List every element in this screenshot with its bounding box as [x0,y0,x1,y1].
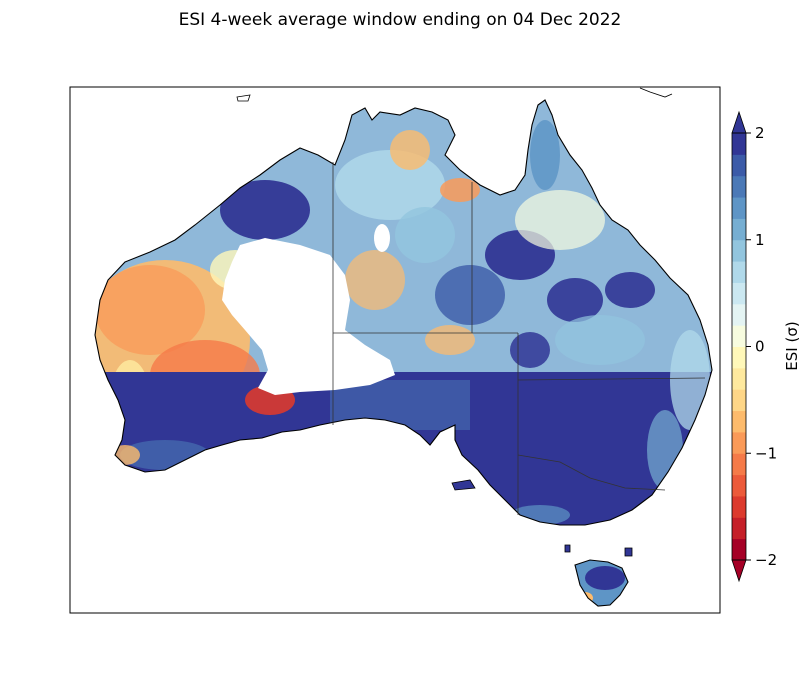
colorbar-segment [732,495,746,518]
colorbar-segment [732,431,746,454]
kangaroo-island [451,479,476,491]
colorbar-segment [732,346,746,369]
colorbar-segment [732,453,746,476]
colorbar-segment [732,325,746,347]
colorbar-tick-label: −1 [755,444,777,462]
state-borders [332,162,706,515]
colorbar-segment [732,538,746,561]
colorbar-extend-max [731,110,747,134]
colorbar-segment [732,175,746,198]
colorbar-segment [732,154,746,177]
new-guinea-coast [236,94,251,102]
colorbar-segment [732,517,746,540]
colorbar-extend-min [731,559,747,583]
colorbar-tick-label: −2 [755,551,777,569]
figure-title: ESI 4-week average window ending on 04 D… [178,10,622,30]
colorbar-segment [732,261,746,283]
colorbar-segment [732,410,746,433]
colorbar-segment [732,282,746,305]
colorbar-segment [732,474,746,497]
colorbar-tick-label: 2 [755,124,765,142]
colorbar-segment [732,239,746,262]
colorbar-segment [732,389,746,412]
colorbar-segment [732,218,746,241]
colorbar-segment [732,197,746,219]
colorbar-tick-label: 0 [755,338,765,356]
colorbar-segment [732,133,746,155]
colorbar-segment [732,367,746,390]
colorbar-label: ESI (σ) [783,321,800,370]
colorbar-tick-label: 1 [755,231,765,249]
colorbar-segment [732,303,746,326]
missing-data-region [222,238,395,395]
